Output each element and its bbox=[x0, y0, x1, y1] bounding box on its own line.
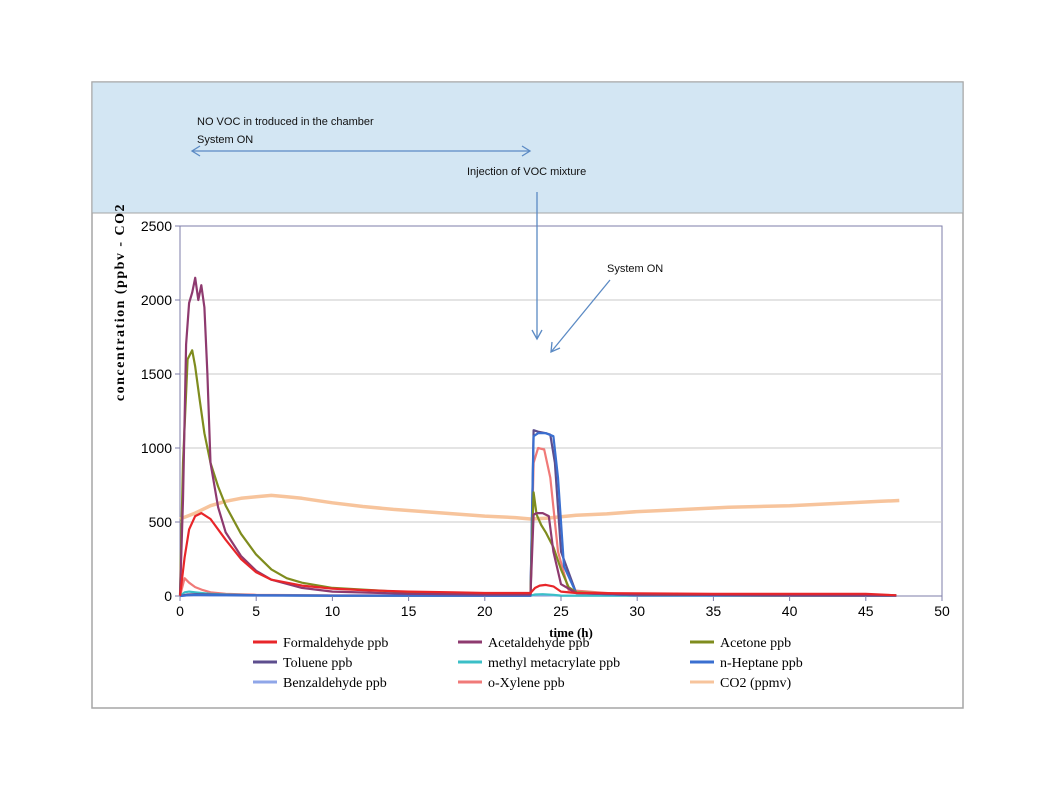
legend-label: Acetone ppb bbox=[720, 636, 791, 651]
x-axis-title: time (h) bbox=[549, 625, 593, 640]
annotation-banner bbox=[91, 81, 964, 214]
legend-label: Toluene ppb bbox=[283, 656, 352, 671]
axes: 0 500 1000 1500 2000 2500 0 5 10 15 20 25 30 35 40 45 50 bbox=[141, 218, 950, 619]
legend-label: methyl metacrylate ppb bbox=[488, 656, 620, 671]
annotation-system-on-2: System ON bbox=[607, 263, 663, 275]
legend-label: o-Xylene ppb bbox=[488, 676, 565, 691]
diagonal-arrow-icon bbox=[550, 279, 611, 354]
legend-label: Formaldehyde ppb bbox=[283, 636, 388, 651]
double-arrow-icon bbox=[190, 145, 532, 157]
x-tick-label: 0 bbox=[176, 603, 184, 619]
down-arrow-icon bbox=[531, 192, 543, 341]
legend-label: Benzaldehyde ppb bbox=[283, 676, 387, 691]
x-tick-label: 45 bbox=[858, 603, 874, 619]
y-tick-label: 500 bbox=[149, 514, 173, 530]
annotation-injection: Injection of VOC mixture bbox=[467, 166, 586, 178]
series-lines bbox=[178, 276, 900, 598]
legend: Formaldehyde ppb Acetaldehyde ppb Acetone … bbox=[253, 636, 803, 691]
x-tick-label: 50 bbox=[934, 603, 950, 619]
series-line-2 bbox=[178, 349, 897, 597]
series-line-5 bbox=[179, 432, 897, 598]
legend-label: CO2 (ppmv) bbox=[720, 676, 792, 691]
y-tick-label: 2500 bbox=[141, 218, 172, 234]
y-tick-label: 1500 bbox=[141, 366, 172, 382]
x-tick-label: 40 bbox=[782, 603, 798, 619]
x-tick-label: 10 bbox=[325, 603, 341, 619]
y-axis-title: concentration (ppbv - CO2 bbox=[113, 203, 128, 401]
legend-label: n-Heptane ppb bbox=[720, 656, 803, 671]
annotation-system-on-1: System ON bbox=[197, 134, 253, 146]
x-tick-label: 35 bbox=[706, 603, 722, 619]
x-tick-label: 15 bbox=[401, 603, 417, 619]
x-tick-label: 25 bbox=[553, 603, 569, 619]
series-line-8 bbox=[179, 493, 900, 521]
series-line-0 bbox=[178, 511, 897, 597]
y-tick-label: 0 bbox=[164, 588, 172, 604]
x-tick-label: 30 bbox=[629, 603, 645, 619]
annotation-no-voc: NO VOC in troduced in the chamber bbox=[197, 116, 374, 128]
y-tick-label: 1000 bbox=[141, 440, 172, 456]
y-tick-label: 2000 bbox=[141, 292, 172, 308]
x-tick-label: 20 bbox=[477, 603, 493, 619]
x-tick-label: 5 bbox=[252, 603, 260, 619]
legend-label: Acetaldehyde ppb bbox=[488, 636, 589, 651]
